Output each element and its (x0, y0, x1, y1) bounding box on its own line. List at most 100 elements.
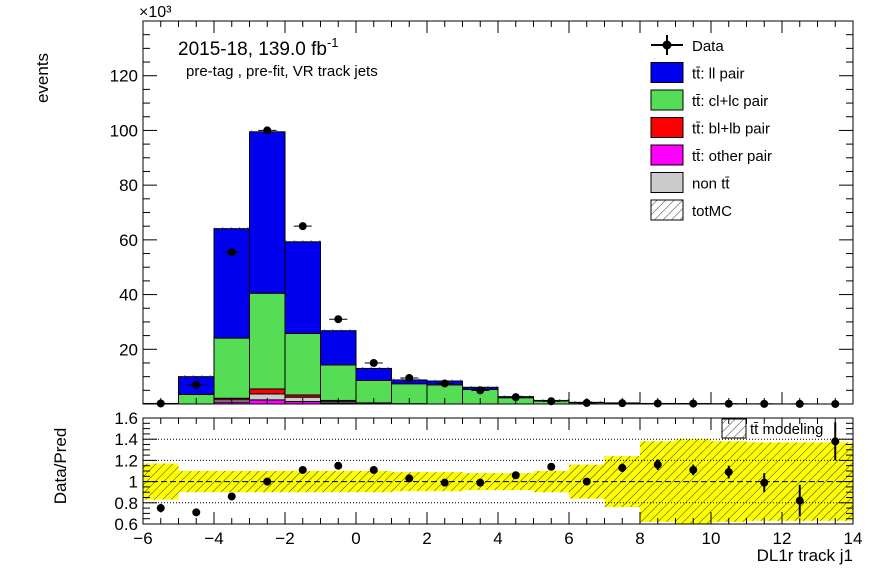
legend-label: tt̄: other pair (692, 148, 772, 165)
legend-data-marker (662, 40, 672, 50)
lumi-exponent: -1 (327, 35, 339, 50)
data-point (263, 126, 272, 135)
stack-bar (284, 241, 321, 334)
legend-swatch (650, 172, 684, 193)
totmc-band (356, 366, 392, 370)
stack-bar (249, 292, 286, 390)
ratio-y-tick-label: 0.8 (114, 494, 138, 513)
ratio-point (724, 468, 733, 477)
legend-swatch (650, 117, 684, 138)
ratio-legend-label: tt̄ modeling (750, 421, 823, 438)
y-tick-label: 40 (119, 286, 138, 305)
ratio-point (689, 465, 698, 474)
ratio-point (298, 465, 307, 474)
upper-x-ticks (142, 21, 854, 404)
ratio-point (831, 437, 840, 446)
x-tick-label: 14 (844, 529, 863, 548)
band-hatch (285, 471, 321, 493)
ratio-point (156, 504, 165, 513)
ratio-point (795, 496, 804, 505)
upper-pad: 20 40 60 80 100 120 events ×10³ 2015-18, 139.… (33, 4, 854, 408)
y-tick-label: 80 (119, 176, 138, 195)
ratio-point (582, 477, 591, 486)
legend-label: totMC (692, 203, 732, 220)
stack-bar (213, 337, 250, 399)
band-hatch (320, 471, 356, 493)
data-point (227, 248, 236, 257)
legend-hatch-swatch (650, 199, 684, 221)
legend-label: non tt̄ (692, 176, 730, 193)
ratio-point (511, 471, 520, 480)
band-hatch (214, 471, 250, 493)
data-points (151, 126, 845, 408)
ratio-point (369, 465, 378, 474)
data-point (298, 222, 307, 231)
x-tick-label: 6 (564, 529, 573, 548)
legend: Data tt̄: ll pair tt̄: cl+lc pair tt̄: bl+l… (650, 35, 772, 221)
stack-bar (320, 364, 357, 401)
ratio-point (618, 463, 627, 472)
band-hatch (178, 471, 214, 493)
legend-label: Data (692, 38, 724, 55)
ratio-y-tick-label: 1.2 (114, 451, 138, 470)
ratio-point (263, 477, 272, 486)
x-tick-label: −2 (275, 529, 294, 548)
ratio-y-tick-label: 1.6 (114, 409, 138, 428)
stack-bar (213, 228, 250, 339)
x-tick-label: 4 (493, 529, 502, 548)
data-point (334, 315, 343, 324)
data-point (476, 386, 485, 395)
ratio-point (334, 461, 343, 470)
x-tick-label: 0 (351, 529, 360, 548)
legend-swatch (650, 89, 684, 111)
y-multiplier: ×10³ (139, 4, 172, 21)
legend-swatch (650, 62, 684, 83)
y-tick-label: 100 (110, 121, 138, 140)
ratio-y-tick-label: 0.6 (114, 515, 138, 534)
x-tick-label: 8 (635, 529, 644, 548)
totmc-band (178, 375, 214, 379)
lower-y-ticks: 0.6 0.8 1 1.2 1.4 1.6 (114, 409, 853, 534)
x-tick-label: 12 (773, 529, 792, 548)
stack-bar (320, 330, 357, 366)
data-point (369, 358, 378, 367)
ratio-legend: tt̄ modeling (721, 418, 823, 439)
selection-label: pre-tag , pre-fit, VR track jets (186, 63, 378, 80)
lower-y-axis-label: Data/Pred (51, 428, 70, 505)
x-axis-label: DL1r track j1 (757, 546, 853, 565)
stack-bar (249, 388, 286, 395)
stack-bar (249, 131, 286, 294)
ratio-point (547, 462, 556, 471)
legend-label: tt̄: cl+lc pair (692, 93, 768, 110)
x-tick-label: 2 (422, 529, 431, 548)
lumi-text: 2015-18, 139.0 fb-1 (178, 35, 339, 60)
totmc-band (285, 240, 321, 244)
x-tick-label: 10 (702, 529, 721, 548)
legend-label: tt̄: ll pair (692, 66, 745, 83)
legend-label: tt̄: bl+lb pair (692, 121, 770, 138)
totmc-band (214, 227, 250, 231)
data-point (192, 380, 201, 389)
upper-y-ticks: 20 40 60 80 100 120 (110, 20, 853, 405)
ratio-point (440, 478, 449, 487)
y-tick-label: 20 (119, 340, 138, 359)
ratio-y-tick-label: 1.4 (114, 430, 138, 449)
data-point (511, 393, 520, 402)
ratio-grid (143, 438, 853, 504)
ratio-point (653, 460, 662, 469)
lower-pad: 0.6 0.8 1 1.2 1.4 1.6 −6 −4 −2 0 2 4 6 8 10 12 14 Data/… (51, 409, 862, 565)
data-point (405, 374, 414, 383)
ratio-point (405, 474, 414, 483)
ratio-point (760, 478, 769, 487)
ratio-y-tick-label: 1 (129, 473, 138, 492)
stack-bar (284, 332, 321, 396)
x-tick-label: −6 (133, 529, 152, 548)
stacked-histogram (142, 131, 854, 405)
lumi-label: 2015-18, 139.0 fb-1 (178, 35, 339, 60)
y-tick-label: 120 (110, 67, 138, 86)
ratio-point (192, 508, 201, 517)
data-point (440, 379, 449, 388)
legend-swatch (650, 144, 684, 166)
lower-x-ticks: −6 −4 −2 0 2 4 6 8 10 12 14 (133, 418, 862, 548)
ratio-points (156, 422, 840, 517)
